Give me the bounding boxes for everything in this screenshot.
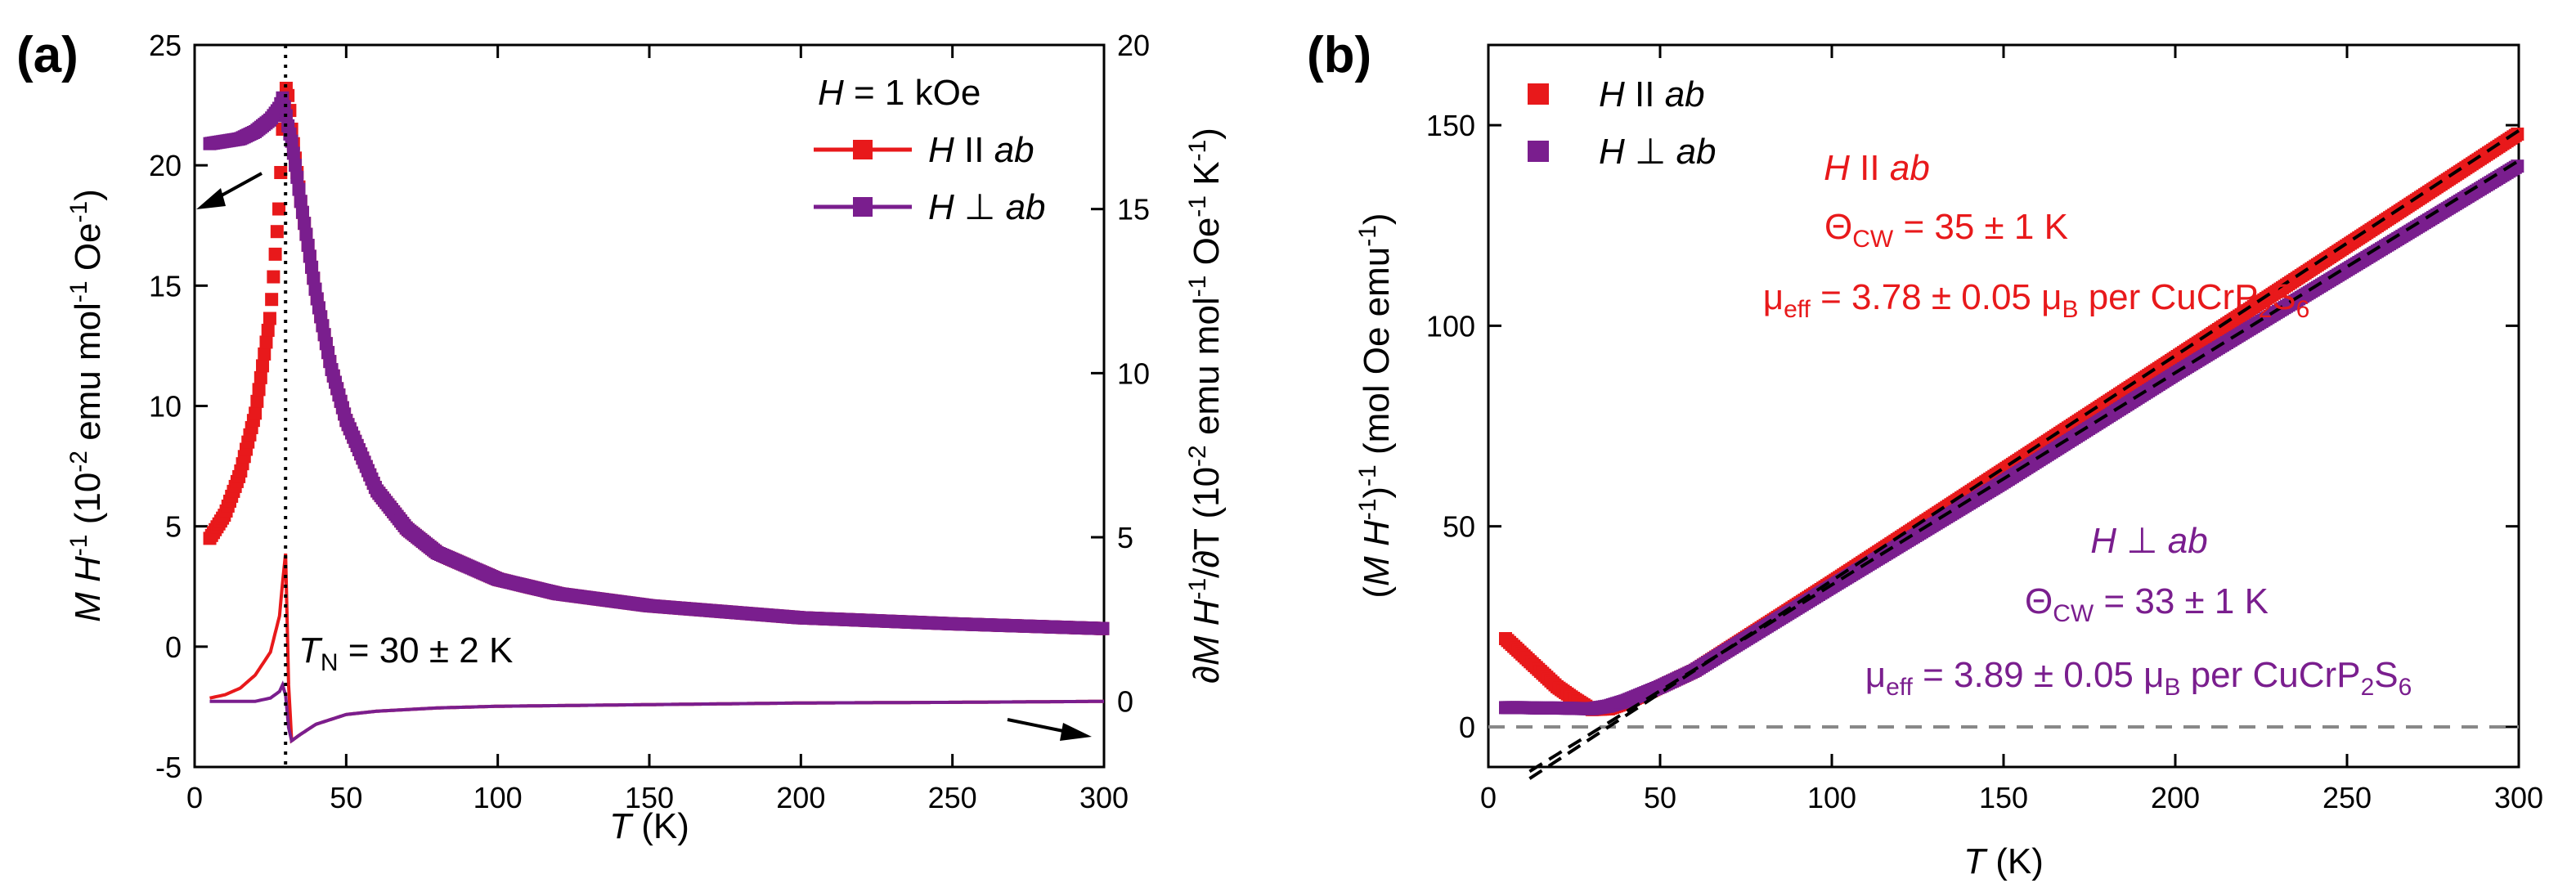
data-point-para xyxy=(270,225,284,239)
a-ytick-left-label: 10 xyxy=(149,390,182,424)
a-xtick-label: 50 xyxy=(330,781,362,814)
b-xtick-label: 0 xyxy=(1480,781,1497,814)
data-point-perp xyxy=(301,239,315,253)
fit-para-mu: μeff = 3.78 ± 0.05 μB per CuCrP2S6 xyxy=(1763,277,2310,323)
a-xtick-label: 150 xyxy=(625,781,674,814)
fit-perp-label: H ⊥ ab xyxy=(2090,521,2208,561)
panel-b-marks xyxy=(1499,128,2524,780)
data-point-para xyxy=(267,270,280,284)
data-point-perp xyxy=(292,182,306,196)
arrow-right-axis xyxy=(1007,718,1092,741)
data-point-perp xyxy=(286,146,300,160)
derivative-line-perp xyxy=(209,680,1104,744)
a-ytick-right-label: 5 xyxy=(1117,521,1133,554)
b-xtick-label: 300 xyxy=(2494,781,2543,814)
panel-a-label: (a) xyxy=(16,27,79,83)
b-ytick-label: 50 xyxy=(1443,510,1475,544)
a-ytick-left-label: 25 xyxy=(149,29,182,62)
legend-b-label-perp: H ⊥ ab xyxy=(1599,132,1717,172)
data-point-perp xyxy=(307,271,321,285)
legend-marker-perp xyxy=(853,197,873,217)
panel-a-ylabel-left: M H-1 (10-2 emu mol-1 Oe-1) xyxy=(65,189,108,622)
b-xtick-label: 100 xyxy=(1807,781,1856,814)
data-point-perp xyxy=(295,205,309,219)
fit-annotation-para: H II ab ΘCW = 35 ± 1 K μeff = 3.78 ± 0.0… xyxy=(1763,148,2310,323)
panel-a: (a) 0 50 100 150 200 250 300-50510152025051015… xyxy=(16,27,1227,846)
data-point-para xyxy=(252,383,266,397)
b-ytick-label: 100 xyxy=(1426,309,1475,343)
legend-b-marker-para xyxy=(1528,83,1549,105)
b-xtick-label: 50 xyxy=(1644,781,1676,814)
legend-marker-para xyxy=(853,140,873,159)
a-ytick-right-label: 20 xyxy=(1117,29,1150,62)
data-point-perp xyxy=(303,249,316,263)
fit-perp-mu: μeff = 3.89 ± 0.05 μB per CuCrP2S6 xyxy=(1865,655,2412,701)
data-point-para xyxy=(274,165,288,179)
legend-b-marker-perp xyxy=(1528,141,1549,162)
data-point-para xyxy=(254,370,267,384)
a-xtick-label: 250 xyxy=(928,781,977,814)
data-point-perp xyxy=(299,227,313,241)
panel-a-ylabel-right: ∂M H-1/∂T (10-2 emu mol-1 Oe-1 K-1) xyxy=(1184,128,1227,684)
panel-b-ticks: 0 50 100 150 200 250 300 0 50 100 150 xyxy=(1426,45,2543,814)
fit-para-theta: ΘCW = 35 ± 1 K xyxy=(1824,207,2068,253)
b-xtick-label: 200 xyxy=(2151,781,2200,814)
data-point-para xyxy=(265,293,279,307)
fit-para-label: H II ab xyxy=(1824,148,1930,188)
tn-annotation: TN = 30 ± 2 K xyxy=(298,630,513,676)
a-xtick-label: 0 xyxy=(186,781,203,814)
data-point-para xyxy=(250,394,264,408)
b-xtick-label: 250 xyxy=(2322,781,2372,814)
arrow-left-axis xyxy=(196,172,263,209)
legend-title: H = 1 kOe xyxy=(818,73,981,113)
legend-b-label-para: H II ab xyxy=(1599,74,1705,114)
data-point-perp xyxy=(289,159,303,173)
panel-a-legend: H = 1 kOe H II ab H ⊥ ab xyxy=(814,73,1046,227)
data-point-para xyxy=(256,359,270,373)
panel-b-ylabel: (M H-1)-1 (mol Oe emu-1) xyxy=(1354,213,1397,598)
panel-a-marks xyxy=(203,81,1110,744)
data-point-para xyxy=(261,323,275,337)
a-ytick-left-label: 5 xyxy=(165,510,182,544)
panel-a-xlabel: T (K) xyxy=(609,806,689,846)
b-xtick-label: 150 xyxy=(1979,781,2028,814)
data-point-para xyxy=(259,335,273,349)
data-point-perp xyxy=(294,195,307,209)
data-point-perp xyxy=(290,170,304,184)
panel-b-xlabel: T (K) xyxy=(1963,841,2044,881)
b-data-point-para xyxy=(2511,128,2524,141)
a-ytick-right-label: 0 xyxy=(1117,685,1133,719)
a-ytick-left-label: 0 xyxy=(165,630,182,664)
fit-annotation-perp: H ⊥ ab ΘCW = 33 ± 1 K μeff = 3.89 ± 0.05… xyxy=(1865,521,2412,701)
data-point-perp xyxy=(305,260,319,274)
cw-fit-line-perp xyxy=(1528,159,2520,774)
b-ytick-label: 0 xyxy=(1459,711,1475,744)
data-point-para xyxy=(272,202,286,216)
panel-b-legend: H II ab H ⊥ ab xyxy=(1528,74,1717,172)
data-point-perp xyxy=(285,134,298,148)
data-point-perp xyxy=(298,217,312,231)
panel-b: (b) 0 50 100 150 200 250 300 0 50 100 150 H II ab … xyxy=(1307,27,2543,881)
a-xtick-label: 200 xyxy=(776,781,825,814)
data-point-para xyxy=(258,347,272,361)
a-xtick-label: 100 xyxy=(473,781,523,814)
a-ytick-left-label: -5 xyxy=(155,751,182,784)
data-point-perp xyxy=(1096,621,1110,635)
legend-label-perp: H ⊥ ab xyxy=(928,187,1046,227)
fit-perp-theta: ΘCW = 33 ± 1 K xyxy=(2025,581,2269,627)
legend-label-para: H II ab xyxy=(928,130,1034,170)
b-ytick-label: 150 xyxy=(1426,109,1475,142)
data-point-para xyxy=(268,247,282,261)
data-point-para xyxy=(249,406,263,420)
a-ytick-right-label: 10 xyxy=(1117,357,1150,390)
a-ytick-left-label: 15 xyxy=(149,269,182,303)
data-point-para xyxy=(263,312,276,325)
panel-b-label: (b) xyxy=(1307,27,1371,83)
a-ytick-left-label: 20 xyxy=(149,149,182,182)
a-xtick-label: 300 xyxy=(1079,781,1129,814)
a-ytick-right-label: 15 xyxy=(1117,193,1150,226)
